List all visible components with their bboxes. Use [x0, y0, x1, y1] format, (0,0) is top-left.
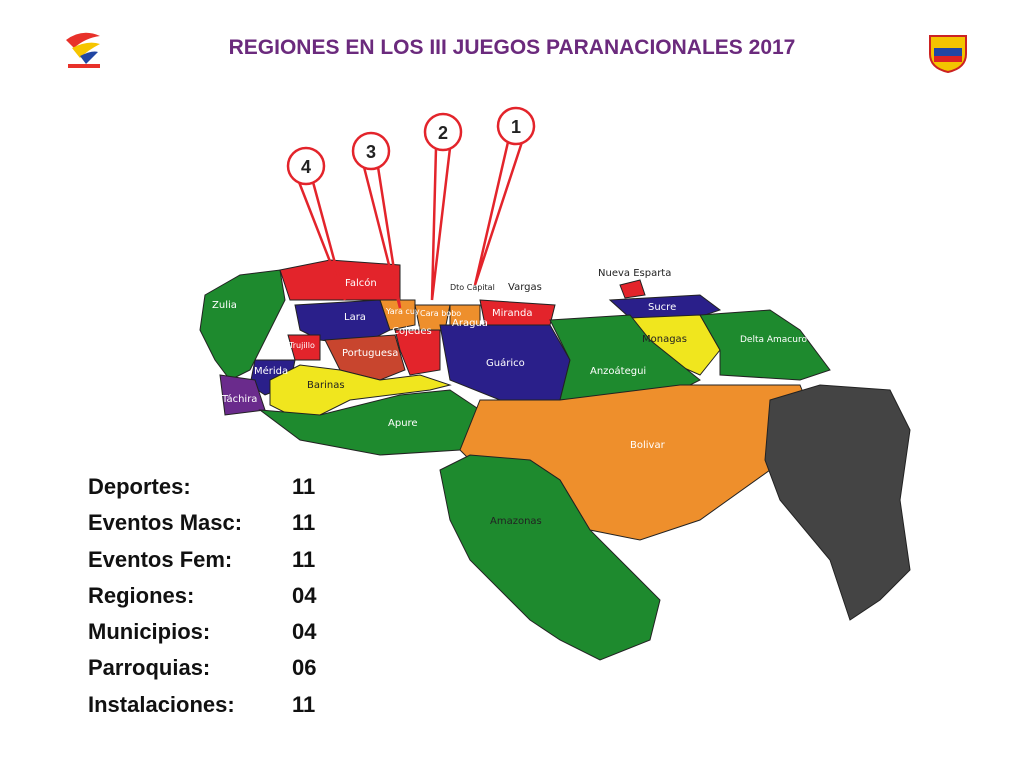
logo-left [66, 32, 100, 68]
region-label: Zulia [212, 300, 237, 311]
callout-number: 2 [438, 123, 448, 143]
callout-number: 1 [511, 117, 521, 137]
region-label: Anzoátegui [590, 365, 646, 377]
stat-label: Eventos Masc: [88, 510, 243, 536]
stat-row: Instalaciones: 11 [88, 692, 316, 728]
logo-right [929, 35, 967, 74]
region-label: Apure [388, 418, 418, 429]
stat-value: 11 [292, 474, 316, 499]
stat-row: Eventos Masc: 11 [88, 510, 316, 546]
region-label: Portuguesa [342, 348, 398, 359]
region-label: Bolivar [630, 440, 666, 451]
region-label: Mérida [254, 365, 288, 377]
stat-row: Municipios: 04 [88, 619, 316, 655]
callout-number: 4 [301, 157, 311, 177]
venezuela [199, 259, 911, 661]
stat-label: Instalaciones: [88, 691, 235, 717]
stat-row: Deportes: 11 [88, 474, 316, 510]
stat-value: 11 [292, 691, 316, 717]
region-label: Barinas [307, 380, 345, 391]
stat-value: 11 [292, 510, 316, 536]
stat-label: Regiones: [88, 582, 195, 608]
stat-value: 06 [292, 655, 317, 681]
region-label: Aragua [452, 318, 488, 329]
region-label: Cara bobo [420, 309, 461, 318]
region-label: Trujillo [288, 341, 315, 350]
region-label: Amazonas [490, 516, 542, 527]
stat-row: Regiones: 04 [88, 583, 316, 619]
region-label: Miranda [492, 308, 532, 319]
stat-label: Eventos Fem: [88, 546, 233, 572]
region-label: Falcón [345, 277, 377, 289]
region-label: Nueva Esparta [598, 268, 671, 279]
title: REGIONES EN LOS III JUEGOS PARANACIONALE… [228, 36, 796, 59]
region-label: Sucre [648, 302, 676, 313]
stat-label: Parroquias: [88, 655, 211, 681]
region-label: Táchira [221, 393, 257, 405]
region-labels: Zulia Falcón Lara Yara cuy Cara bobo Coj… [212, 268, 807, 527]
callout-number: 3 [366, 142, 376, 162]
stat-value: 04 [292, 582, 317, 608]
stats-list: Deportes: 11 Eventos Masc: 11 Eventos Fem: 11… [88, 474, 316, 728]
region-label: Yara cuy [385, 307, 420, 316]
stat-value: 11 [292, 546, 316, 572]
stat-row: Parroquias: 06 [88, 655, 316, 691]
region-label: Vargas [508, 282, 542, 293]
callouts [286, 106, 536, 309]
stat-label: Municipios: [88, 619, 211, 645]
stat-label: Deportes: [88, 474, 191, 499]
region-label: Monagas [642, 334, 687, 345]
region-label: Cojedes [392, 326, 432, 337]
region-label: Dto Capital [450, 283, 495, 292]
region-label: Guárico [486, 357, 525, 369]
region-label: Lara [344, 312, 366, 323]
region-label: Delta Amacuro [740, 335, 807, 345]
stat-row: Eventos Fem: 11 [88, 547, 316, 583]
stat-value: 04 [292, 619, 317, 645]
